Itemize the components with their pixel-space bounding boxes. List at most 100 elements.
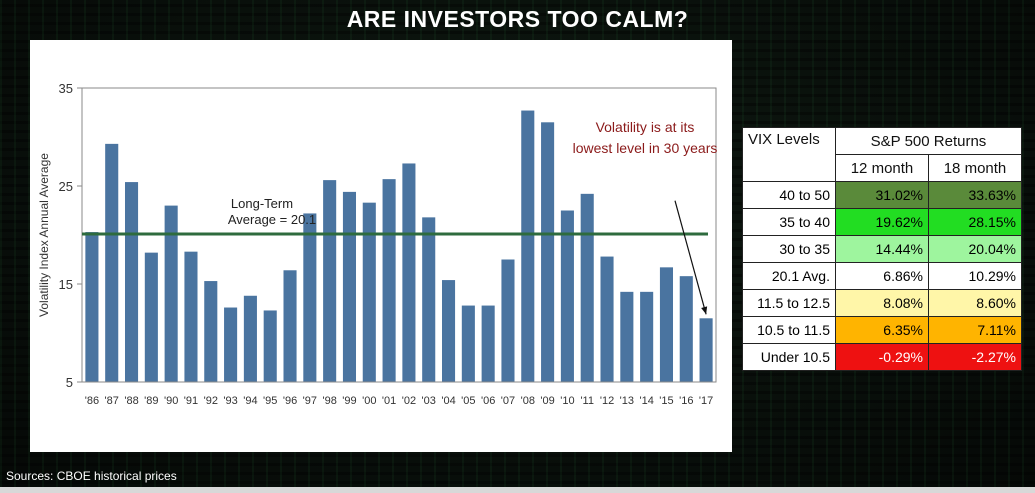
header-18-month: 18 month (929, 155, 1022, 182)
bar (244, 296, 257, 382)
bar (125, 182, 138, 382)
x-tick-label: '05 (461, 395, 475, 407)
row-18-month: 33.63% (929, 182, 1022, 209)
bar (204, 281, 217, 382)
header-sp500-returns: S&P 500 Returns (836, 128, 1022, 155)
annotation-line1: Volatility is at its (596, 119, 695, 135)
volatility-bar-chart: 5152535Volatility Index Annual Average'8… (30, 40, 732, 452)
row-level: 11.5 to 12.5 (743, 290, 836, 317)
bar (680, 276, 693, 382)
row-18-month: 10.29% (929, 263, 1022, 290)
row-level: 20.1 Avg. (743, 263, 836, 290)
x-tick-label: '87 (105, 395, 119, 407)
x-tick-label: '06 (481, 395, 495, 407)
header-vix-levels: VIX Levels (743, 128, 836, 182)
table-row: Under 10.5 -0.29% -2.27% (743, 344, 1022, 371)
row-18-month: 7.11% (929, 317, 1022, 344)
x-tick-label: '90 (164, 395, 178, 407)
header-12-month: 12 month (836, 155, 929, 182)
bar (581, 194, 594, 382)
bar (462, 306, 475, 382)
row-12-month: 6.86% (836, 263, 929, 290)
bar (561, 211, 574, 383)
vix-returns-table: VIX Levels S&P 500 Returns 12 month 18 m… (742, 127, 1022, 371)
bar (145, 253, 158, 382)
y-tick-label: 15 (59, 277, 73, 292)
page-title: ARE INVESTORS TOO CALM? (0, 6, 1035, 33)
chart-panel: 5 15 25 35 Volatility Index Annual Average '8… (30, 40, 732, 452)
bar (184, 252, 197, 382)
bar (422, 217, 435, 382)
bar (363, 203, 376, 382)
y-axis-label: Volatility Index Annual Average (37, 153, 51, 317)
bar (323, 180, 336, 382)
row-18-month: 20.04% (929, 236, 1022, 263)
x-tick-label: '97 (303, 395, 317, 407)
bar (105, 144, 118, 382)
x-tick-label: '98 (322, 395, 336, 407)
bar (283, 270, 296, 382)
row-18-month: -2.27% (929, 344, 1022, 371)
x-tick-label: '93 (223, 395, 237, 407)
y-tick-label: 5 (66, 375, 73, 390)
bar (303, 213, 316, 382)
bar (264, 310, 277, 382)
x-tick-label: '89 (144, 395, 158, 407)
bar (343, 192, 356, 382)
x-tick-label: '08 (521, 395, 535, 407)
bottom-strip (0, 487, 1035, 493)
row-12-month: 31.02% (836, 182, 929, 209)
source-note: Sources: CBOE historical prices (6, 469, 177, 483)
row-level: 40 to 50 (743, 182, 836, 209)
row-12-month: 8.08% (836, 290, 929, 317)
bar (541, 122, 554, 382)
average-label-line1: Long-Term (231, 196, 293, 211)
table-row: 11.5 to 12.5 8.08% 8.60% (743, 290, 1022, 317)
table-row: 30 to 35 14.44% 20.04% (743, 236, 1022, 263)
row-12-month: 19.62% (836, 209, 929, 236)
y-tick-label: 35 (59, 81, 73, 96)
x-tick-label: '13 (620, 395, 634, 407)
x-tick-label: '15 (659, 395, 673, 407)
table-body: 40 to 50 31.02% 33.63% 35 to 40 19.62% 2… (743, 182, 1022, 371)
x-tick-label: '92 (204, 395, 218, 407)
bar (482, 306, 495, 382)
bar (85, 232, 98, 382)
x-tick-label: '02 (402, 395, 416, 407)
x-tick-label: '04 (441, 395, 455, 407)
row-18-month: 28.15% (929, 209, 1022, 236)
bar (165, 206, 178, 382)
x-tick-label: '07 (501, 395, 515, 407)
row-level: 10.5 to 11.5 (743, 317, 836, 344)
x-tick-label: '00 (362, 395, 376, 407)
annotation-line2: lowest level in 30 years (573, 140, 718, 156)
table-row: 10.5 to 11.5 6.35% 7.11% (743, 317, 1022, 344)
bar (501, 260, 514, 383)
bar (700, 318, 713, 382)
bar (224, 308, 237, 382)
x-tick-label: '03 (422, 395, 436, 407)
average-label-line2: Average = 20.1 (228, 212, 316, 227)
x-tick-label: '10 (560, 395, 574, 407)
bar (402, 163, 415, 382)
x-tick-label: '01 (382, 395, 396, 407)
bar (600, 257, 613, 382)
bar (383, 179, 396, 382)
x-tick-label: '14 (639, 395, 653, 407)
row-18-month: 8.60% (929, 290, 1022, 317)
row-12-month: -0.29% (836, 344, 929, 371)
row-12-month: 6.35% (836, 317, 929, 344)
bar (620, 292, 633, 382)
x-tick-label: '11 (580, 395, 594, 407)
x-tick-label: '88 (124, 395, 138, 407)
bar (521, 111, 534, 382)
bar (640, 292, 653, 382)
bar (660, 267, 673, 382)
row-12-month: 14.44% (836, 236, 929, 263)
table-row: 35 to 40 19.62% 28.15% (743, 209, 1022, 236)
x-tick-label: '94 (243, 395, 257, 407)
x-tick-label: '12 (600, 395, 614, 407)
x-tick-label: '96 (283, 395, 297, 407)
bar (442, 280, 455, 382)
table-header-row: VIX Levels S&P 500 Returns (743, 128, 1022, 155)
